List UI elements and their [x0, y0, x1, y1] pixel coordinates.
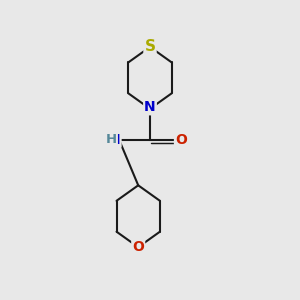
Text: N: N	[144, 100, 156, 114]
Text: H: H	[106, 133, 117, 146]
Text: N: N	[109, 133, 121, 147]
Text: O: O	[175, 133, 187, 147]
Text: O: O	[132, 240, 144, 254]
Text: S: S	[145, 39, 155, 54]
